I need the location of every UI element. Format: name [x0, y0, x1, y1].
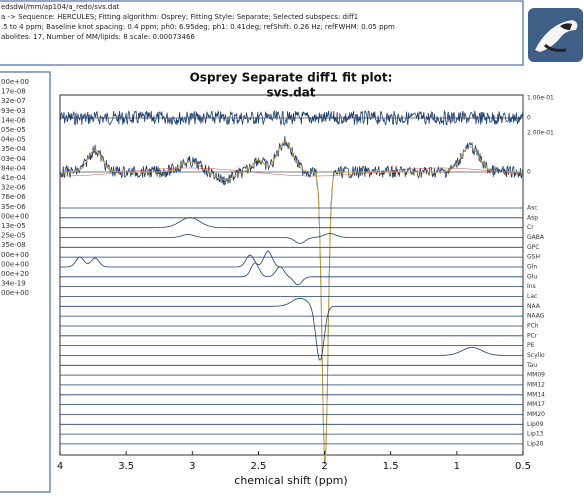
- metabolite-label: Asc: [527, 205, 538, 212]
- panel-value: 00e+00: [1, 212, 29, 220]
- x-axis-label: chemical shift (ppm): [234, 474, 347, 487]
- metabolite-label: Glu: [527, 273, 537, 280]
- panel-value: 25e-05: [1, 232, 26, 240]
- panel-value: 32e-07: [1, 97, 26, 105]
- x-tick-label: 1: [454, 461, 460, 472]
- panel-value: 00e+00: [1, 289, 29, 297]
- panel-value: 34e-19: [1, 280, 26, 288]
- x-tick-label: 4: [57, 461, 63, 472]
- data-label: 2.00e-01: [527, 130, 554, 137]
- metabolite-label: Lip20: [527, 440, 544, 447]
- metabolite-label: MM20: [527, 411, 545, 418]
- residual-label: 0: [527, 115, 531, 122]
- metabolite-trace: [60, 250, 523, 268]
- metabolite-label: MM09: [527, 372, 545, 379]
- metabolite-label: Asp: [527, 214, 538, 221]
- panel-value: 14e-06: [1, 116, 26, 124]
- metabolite-label: MM14: [527, 391, 545, 398]
- panel-value: 00e+00: [1, 260, 29, 268]
- metabolite-label: GABA: [527, 234, 545, 241]
- metabolite-label: Lac: [527, 293, 537, 300]
- x-tick-label: 2.5: [250, 461, 266, 472]
- residual-label: 1.00e-01: [527, 95, 554, 102]
- metabolite-label: GPC: [527, 244, 539, 251]
- metabolite-label: NAAG: [527, 313, 545, 320]
- panel-value: 35e-08: [1, 241, 26, 249]
- panel-value: 35e-06: [1, 203, 26, 211]
- metabolite-label: Gln: [527, 263, 537, 270]
- panel-value: 32e-06: [1, 184, 26, 192]
- metabolite-label: Tau: [526, 362, 537, 369]
- panel-value: 05e-05: [1, 126, 26, 134]
- panel-value: 00e+00: [1, 78, 29, 86]
- x-tick-label: 3.5: [118, 461, 134, 472]
- metabolite-label: Scyllo: [527, 352, 545, 359]
- panel-value: 17e-08: [1, 88, 26, 96]
- panel-value: 41e-04: [1, 174, 26, 182]
- left-panel: [0, 71, 51, 493]
- x-tick-label: 0.5: [515, 461, 531, 472]
- metabolite-label: Ins: [527, 283, 536, 290]
- header-line: a -> Sequence: HERCULES; Fitting algorit…: [1, 13, 358, 21]
- data-trace: [59, 136, 524, 465]
- plot-axes: [59, 94, 524, 456]
- metabolite-trace: [60, 347, 523, 356]
- metabolite-trace: [60, 262, 523, 286]
- plot-title: Osprey Separate diff1 fit plot:: [190, 71, 393, 85]
- panel-value: 35e-04: [1, 145, 26, 153]
- metabolite-label: Lip13: [527, 431, 544, 438]
- plot-title: svs.dat: [266, 86, 315, 100]
- metabolite-label: NAA: [527, 303, 541, 310]
- data-label: 0: [527, 169, 531, 176]
- panel-value: 00e+20: [1, 270, 29, 278]
- metabolite-label: Cr: [527, 224, 534, 231]
- panel-value: 13e-05: [1, 222, 26, 230]
- residual: [59, 109, 524, 127]
- x-tick-label: 3: [189, 461, 195, 472]
- header-line: .5 to 4 ppm; Baseline knot spacing: 0.4 …: [1, 23, 395, 31]
- panel-value: 03e-04: [1, 155, 26, 163]
- logo: [528, 8, 583, 62]
- metabolite-label: PE: [527, 342, 535, 349]
- metabolite-trace: [60, 297, 523, 361]
- panel-value: 76e-06: [1, 193, 26, 201]
- panel-value: 84e-04: [1, 164, 26, 172]
- metabolite-label: PCr: [527, 332, 538, 339]
- baseline-trace: [60, 167, 523, 177]
- metabolite-trace: [60, 233, 523, 244]
- x-tick-label: 1.5: [383, 461, 399, 472]
- header-line: edsdwl/mm/ap104/a_redo/svs.dat: [1, 3, 120, 11]
- header-line: abolites: 17, Number of MM/lipids: 8 sca…: [1, 33, 195, 41]
- panel-value: 93e-03: [1, 107, 26, 115]
- panel-value: 00e+00: [1, 251, 29, 259]
- panel-value: 04e-05: [1, 136, 26, 144]
- metabolite-label: PCh: [527, 322, 539, 329]
- header-box: [0, 0, 524, 66]
- metabolite-trace: [60, 217, 523, 229]
- x-tick-label: 2: [321, 461, 327, 472]
- metabolite-label: GSH: [527, 254, 540, 261]
- metabolite-label: MM17: [527, 401, 545, 408]
- metabolite-label: Lip09: [527, 421, 544, 428]
- fit-trace: [60, 141, 523, 462]
- metabolite-label: MM12: [527, 381, 545, 388]
